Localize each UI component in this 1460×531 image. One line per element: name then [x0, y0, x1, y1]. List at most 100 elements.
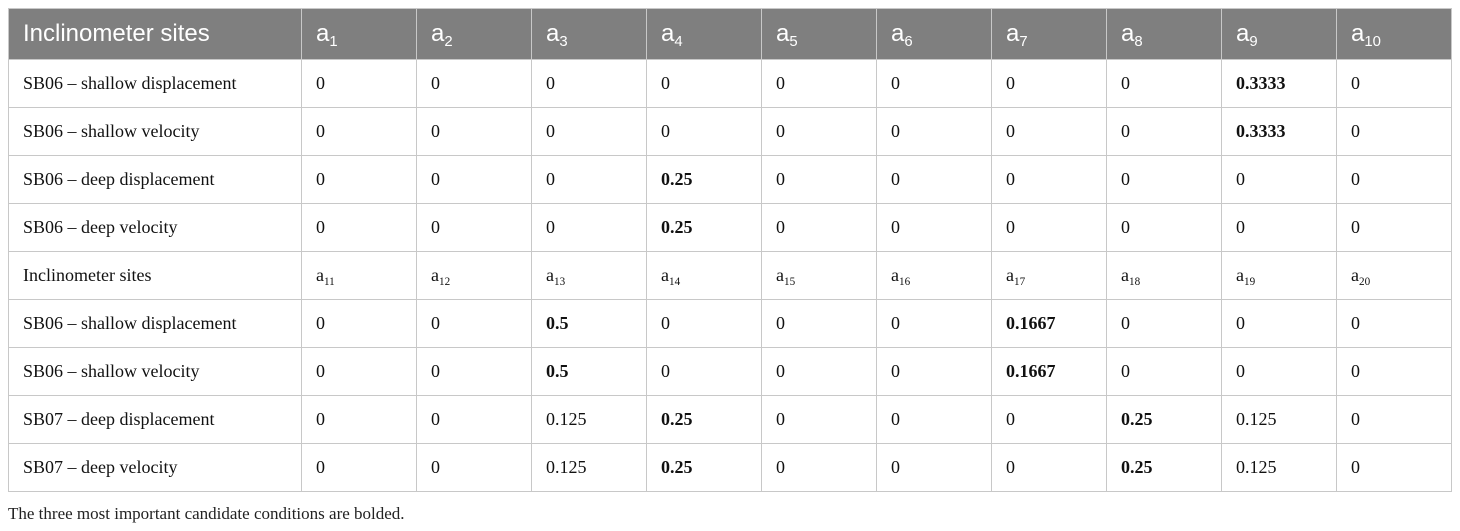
table-container: Inclinometer sites a1 a2 a3 a4 a5 a6 a7 … [8, 8, 1452, 492]
header-cell-base: a [1351, 20, 1365, 47]
table-body: SB06 – shallow displacement 0 0 0 0 0 0 0 0 0.333… [8, 59, 1452, 492]
table-row: SB07 – deep displacement 0 0 0.125 0.25 0 0 0 0.… [8, 395, 1452, 444]
row-label: SB07 – deep velocity [8, 443, 302, 492]
subheader-cell-subscript: 18 [1129, 275, 1141, 288]
value-cell: 0 [991, 443, 1107, 492]
value-cell: 0 [646, 59, 762, 108]
value-cell: 0 [761, 203, 877, 252]
header-cell-base: a [776, 20, 790, 47]
subheader-cell: a16 [876, 251, 992, 300]
value-cell: 0 [416, 443, 532, 492]
row-label: SB06 – shallow displacement [8, 299, 302, 348]
value-cell: 0 [876, 299, 992, 348]
subheader-cell-subscript: 11 [324, 275, 335, 288]
value-cell: 0 [1106, 107, 1222, 156]
value-cell: 0 [991, 155, 1107, 204]
value-cell: 0 [761, 107, 877, 156]
header-cell: a1 [301, 8, 417, 60]
table-row: SB06 – shallow velocity 0 0 0.5 0 0 0 0.1667 0 0 0 [8, 347, 1452, 396]
table-footnote: The three most important candidate condi… [8, 504, 405, 523]
subheader-cell-base: a [776, 265, 784, 285]
header-cell-subscript: 4 [674, 34, 683, 51]
subheader-cell: a13 [531, 251, 647, 300]
subheader-cell-base: a [1236, 265, 1244, 285]
value-cell: 0 [1336, 395, 1452, 444]
value-cell: 0 [1221, 155, 1337, 204]
value-cell: 0 [531, 107, 647, 156]
subheader-cell-base: a [431, 265, 439, 285]
subheader-cell-subscript: 14 [669, 275, 681, 288]
value-cell: 0.1667 [991, 299, 1107, 348]
header-cell-base: a [891, 20, 905, 47]
header-cell: a6 [876, 8, 992, 60]
value-cell: 0 [761, 155, 877, 204]
subheader-cell: a18 [1106, 251, 1222, 300]
value-cell: 0 [1221, 203, 1337, 252]
subheader-cell: a12 [416, 251, 532, 300]
subheader-cell: a17 [991, 251, 1107, 300]
row-label: SB06 – shallow displacement [8, 59, 302, 108]
header-cell-base: a [431, 20, 445, 47]
value-cell: 0 [761, 59, 877, 108]
value-cell: 0 [876, 443, 992, 492]
subheader-cell-base: a [316, 265, 324, 285]
value-cell: 0 [301, 155, 417, 204]
subheader-cell-subscript: 16 [899, 275, 911, 288]
subheader-cell: a14 [646, 251, 762, 300]
table-row: SB06 – deep velocity 0 0 0 0.25 0 0 0 0 0 0 [8, 203, 1452, 252]
value-cell: 0.25 [646, 443, 762, 492]
subheader-cell: a11 [301, 251, 417, 300]
subheader-cell-subscript: 19 [1244, 275, 1256, 288]
row-label: SB06 – deep velocity [8, 203, 302, 252]
value-cell: 0 [416, 299, 532, 348]
header-cell-subscript: 1 [329, 34, 338, 51]
value-cell: 0 [761, 443, 877, 492]
row-label: SB06 – shallow velocity [8, 107, 302, 156]
header-cell: a4 [646, 8, 762, 60]
subheader-first-cell: Inclinometer sites [8, 251, 302, 300]
header-cell-base: a [1236, 20, 1250, 47]
value-cell: 0 [416, 203, 532, 252]
subheader-cell-subscript: 17 [1014, 275, 1026, 288]
value-cell: 0.3333 [1221, 59, 1337, 108]
value-cell: 0.3333 [1221, 107, 1337, 156]
value-cell: 0 [761, 299, 877, 348]
value-cell: 0.125 [531, 395, 647, 444]
value-cell: 0 [876, 59, 992, 108]
value-cell: 0 [1221, 347, 1337, 396]
table-row: SB06 – shallow velocity 0 0 0 0 0 0 0 0 0.3333 0 [8, 107, 1452, 156]
header-cell-subscript: 3 [559, 34, 568, 51]
value-cell: 0 [1221, 299, 1337, 348]
subheader-cell-subscript: 20 [1359, 275, 1371, 288]
value-cell: 0.125 [531, 443, 647, 492]
value-cell: 0.25 [646, 155, 762, 204]
value-cell: 0 [301, 203, 417, 252]
value-cell: 0 [1336, 107, 1452, 156]
table-row: SB07 – deep velocity 0 0 0.125 0.25 0 0 0 0.25 0.… [8, 443, 1452, 492]
header-cell-subscript: 9 [1249, 34, 1258, 51]
header-cell-subscript: 2 [444, 34, 453, 51]
value-cell: 0 [991, 203, 1107, 252]
header-cell: a3 [531, 8, 647, 60]
subheader-cell: a19 [1221, 251, 1337, 300]
value-cell: 0 [531, 203, 647, 252]
value-cell: 0.25 [646, 395, 762, 444]
value-cell: 0.5 [531, 299, 647, 348]
value-cell: 0 [646, 107, 762, 156]
value-cell: 0 [1336, 347, 1452, 396]
header-cell-base: a [1121, 20, 1135, 47]
value-cell: 0 [416, 155, 532, 204]
header-cell: a7 [991, 8, 1107, 60]
value-cell: 0 [416, 347, 532, 396]
value-cell: 0 [1336, 59, 1452, 108]
value-cell: 0 [646, 299, 762, 348]
value-cell: 0 [876, 395, 992, 444]
header-cell-subscript: 10 [1364, 34, 1381, 51]
header-cell-base: a [546, 20, 560, 47]
header-cell-subscript: 7 [1019, 34, 1028, 51]
value-cell: 0 [1106, 59, 1222, 108]
value-cell: 0 [991, 59, 1107, 108]
subheader-cell: a15 [761, 251, 877, 300]
value-cell: 0 [1336, 155, 1452, 204]
value-cell: 0.1667 [991, 347, 1107, 396]
